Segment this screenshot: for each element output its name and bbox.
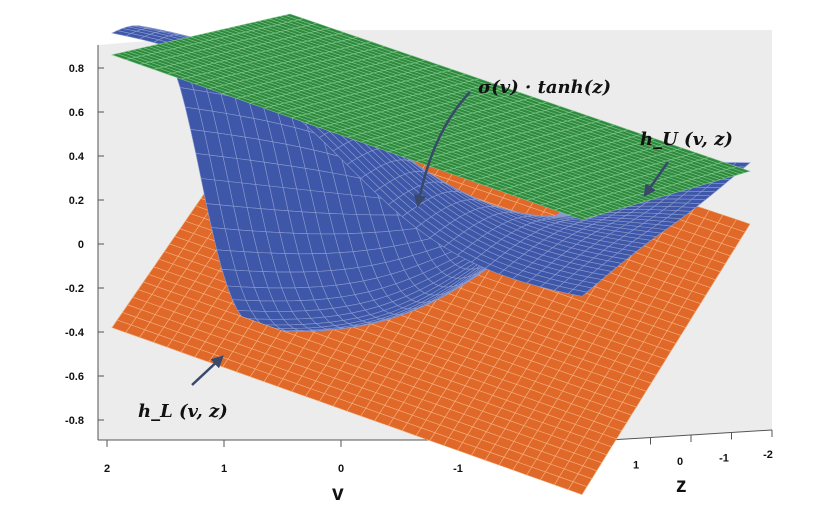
y-tick-label: -0.4 [65, 327, 85, 339]
annotation-middle-arrow [413, 91, 471, 208]
z-tick-label: 0 [677, 456, 683, 468]
y-tick-label: -0.8 [65, 415, 84, 427]
annotation-upper-arrow [643, 161, 670, 198]
annotation-lower-label: h_L (v, z) [138, 401, 228, 422]
annotation-lower-arrow [191, 355, 224, 386]
surface-upper [110, 13, 752, 220]
y-tick-label: 0.4 [69, 151, 85, 163]
annotation-middle-label: σ(v) · tanh(z) [478, 77, 611, 98]
surfaces [110, 13, 752, 495]
x-tick-label: 2 [104, 463, 110, 475]
x-tick-label: 0 [338, 463, 344, 475]
surface-upper-cell [730, 166, 752, 173]
x-tick-label: -1 [453, 463, 463, 475]
y-tick-label: 0 [78, 239, 84, 251]
z-tick-label: -2 [763, 449, 773, 461]
annotation-upper: h_U (v, z) [640, 129, 733, 198]
surface-lower-cell [303, 339, 323, 354]
surface-lower-front [111, 281, 323, 392]
y-tick-label: -0.2 [65, 283, 84, 295]
surface-lower-cell [731, 219, 751, 233]
surface-middle-cell [730, 162, 751, 168]
y-tick-label: -0.6 [65, 371, 84, 383]
y-tick-label: 0.8 [69, 63, 84, 75]
y-axis-ticks: 0.8 0.6 0.4 0.2 0 -0.2 -0.4 -0.6 -0.8 [65, 63, 104, 427]
annotation-lower: h_L (v, z) [138, 355, 228, 422]
annotation-middle: σ(v) · tanh(z) [413, 77, 611, 208]
z-tick-label: -1 [719, 453, 729, 465]
z-axis-title: z [676, 474, 687, 497]
y-tick-label: 0.2 [69, 195, 84, 207]
y-tick-label: 0.6 [69, 107, 84, 119]
annotation-upper-label: h_U (v, z) [640, 129, 733, 150]
z-tick-label: 1 [633, 460, 639, 472]
x-axis-title: v [332, 482, 344, 505]
x-tick-label: 1 [221, 463, 227, 475]
